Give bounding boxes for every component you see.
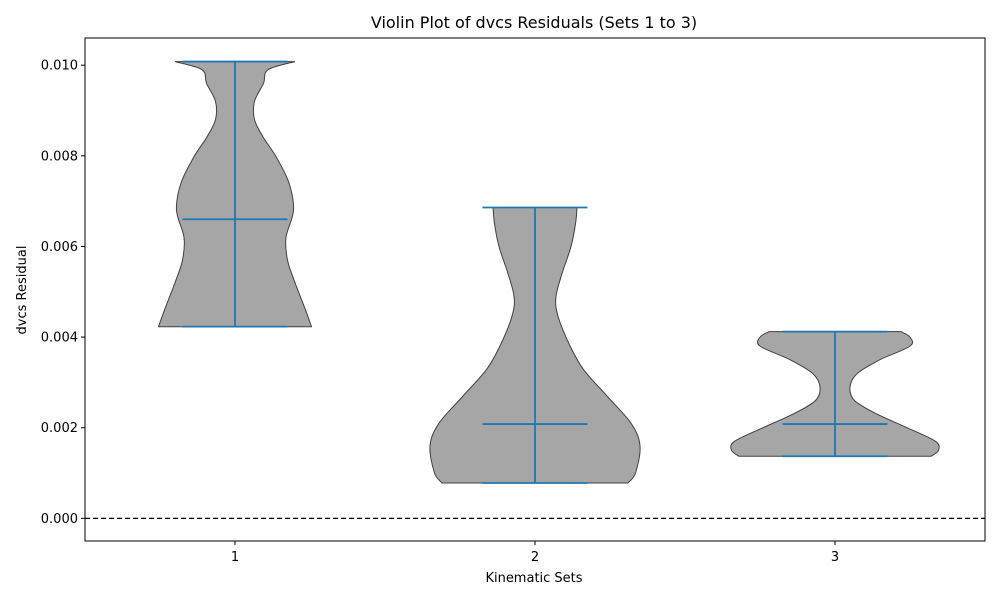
y-tick-label: 0.006: [41, 240, 78, 255]
y-axis-title: dvcs Residual: [15, 246, 30, 335]
y-tick-label: 0.002: [41, 421, 78, 436]
y-tick-label: 0.004: [41, 331, 78, 346]
stats-layer: [182, 60, 888, 484]
x-tick-label: 2: [531, 550, 539, 565]
y-tick-label: 0.010: [41, 59, 78, 74]
chart-title: Violin Plot of dvcs Residuals (Sets 1 to…: [371, 13, 697, 32]
x-tick-label: 1: [231, 550, 239, 565]
y-axis: 0.000 0.002 0.004 0.006 0.008 0.010: [41, 59, 85, 527]
y-tick-label: 0.008: [41, 149, 78, 164]
x-axis: 1 2 3: [231, 541, 839, 565]
y-tick-label: 0.000: [41, 512, 78, 527]
violin-layer: [157, 61, 940, 484]
x-axis-title: Kinematic Sets: [485, 571, 582, 586]
x-tick-label: 3: [831, 550, 839, 565]
